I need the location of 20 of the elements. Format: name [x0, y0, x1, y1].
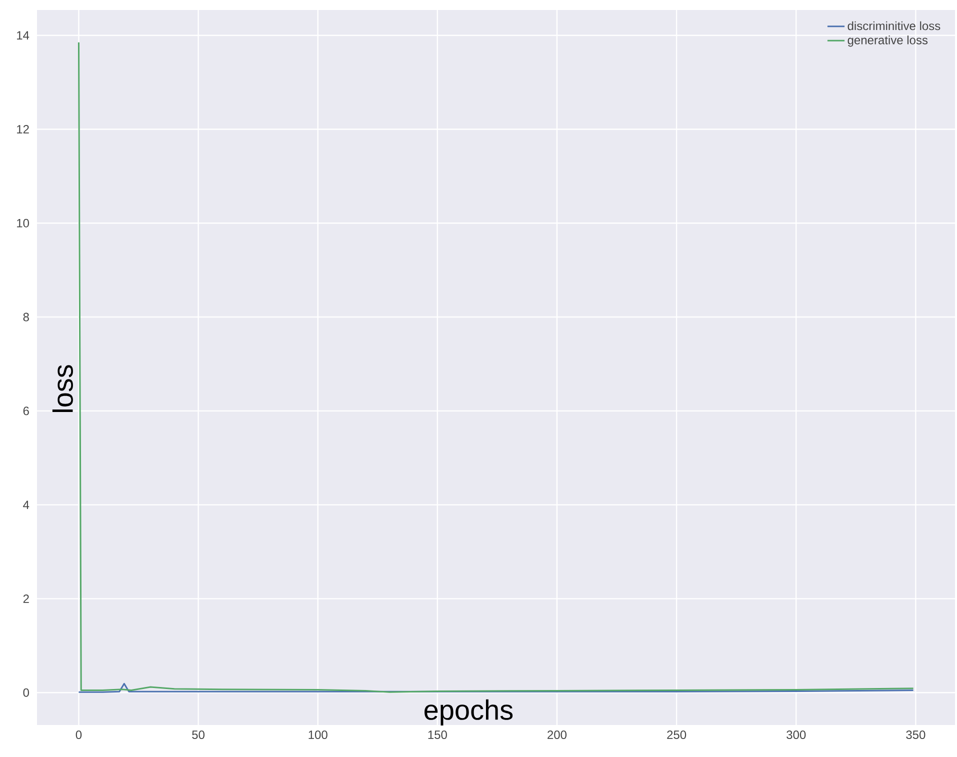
y-tick-label: 12: [17, 125, 29, 134]
x-tick-label: 250: [667, 730, 686, 740]
x-tick-label: 300: [786, 730, 806, 740]
y-tick-label: 2: [23, 594, 29, 603]
y-tick-label: 8: [23, 312, 29, 322]
x-tick-label: 350: [906, 730, 926, 740]
y-tick-label: 14: [17, 31, 30, 40]
y-tick-label: 6: [23, 406, 29, 416]
legend-label: generative loss: [848, 36, 928, 47]
x-tick-label: 100: [308, 730, 328, 740]
x-tick-label: 200: [548, 730, 567, 740]
y-axis-title: loss: [52, 365, 73, 412]
legend-label: discriminitive loss: [848, 21, 940, 30]
x-axis-title: epochs: [424, 699, 513, 726]
x-tick-label: 150: [428, 730, 447, 740]
y-tick-label: 10: [17, 218, 30, 228]
x-tick-label: 0: [76, 730, 82, 740]
y-tick-label: 0: [23, 688, 30, 697]
y-tick-label: 4: [23, 500, 30, 509]
x-tick-label: 50: [192, 730, 204, 740]
